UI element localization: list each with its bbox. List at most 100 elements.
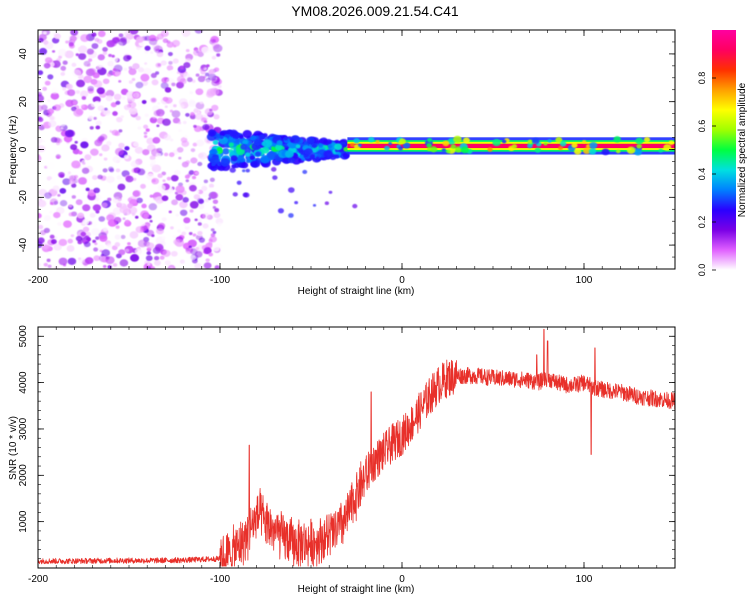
noise-cell — [132, 190, 140, 197]
noise-cell — [212, 205, 217, 209]
spectrogram-xtick-label: -200 — [28, 275, 48, 286]
noise-cell — [53, 211, 61, 219]
noise-cell — [53, 236, 58, 240]
noise-cell — [68, 212, 74, 217]
noise-cell — [151, 79, 159, 86]
noise-cell — [95, 120, 102, 126]
snr-panel: -200 -100 0 100 1000 2000 3000 4000 5000 Height … — [8, 325, 676, 595]
noise-cell — [99, 153, 103, 157]
noise-cell — [76, 79, 86, 88]
noise-cell — [181, 140, 190, 147]
noise-cell — [178, 128, 183, 133]
noise-cell — [140, 183, 146, 189]
onset-cell — [309, 154, 316, 159]
noise-cell — [184, 225, 190, 230]
noise-cell — [98, 135, 105, 142]
noise-cell — [112, 263, 118, 267]
noise-cell — [132, 92, 140, 99]
noise-cell — [97, 30, 106, 38]
noise-cell — [72, 69, 82, 78]
noise-cell — [48, 210, 53, 214]
figure-title: YM08.2026.009.21.54.C41 — [291, 3, 459, 19]
noise-cell — [67, 171, 72, 175]
noise-cell — [105, 256, 115, 265]
signal-cell — [582, 140, 587, 144]
noise-cell — [46, 176, 53, 181]
noise-cell — [132, 63, 140, 70]
noise-cell — [178, 33, 183, 38]
noise-cell — [57, 48, 67, 57]
noise-cell — [94, 197, 100, 202]
noise-cell — [194, 113, 203, 120]
noise-cell — [194, 262, 202, 269]
noise-cell — [44, 80, 51, 86]
onset-cell — [311, 143, 317, 148]
signal-cell — [635, 137, 644, 145]
noise-cell — [186, 77, 193, 83]
noise-cell — [183, 62, 191, 69]
noise-cell — [44, 192, 52, 199]
noise-cell — [211, 104, 219, 111]
noise-cell — [212, 230, 217, 234]
noise-cell — [51, 50, 56, 53]
noise-cell — [75, 90, 80, 94]
noise-cell — [172, 123, 181, 131]
noise-cell — [140, 73, 150, 82]
noise-cell — [118, 79, 122, 83]
noise-cell — [58, 257, 68, 266]
noise-cell — [213, 44, 223, 53]
noise-cell — [94, 242, 98, 246]
noise-cell — [96, 87, 105, 95]
signal-cell — [588, 148, 597, 155]
onset-cell — [262, 139, 273, 148]
noise-cell — [105, 89, 115, 98]
onset-outlier — [245, 168, 250, 173]
noise-cell — [201, 46, 210, 54]
onset-cell — [334, 154, 340, 159]
noise-cell — [197, 222, 202, 226]
signal-cell — [601, 148, 610, 156]
noise-cell — [38, 70, 44, 76]
noise-cell — [179, 78, 187, 85]
noise-cell — [71, 195, 76, 199]
noise-cell — [152, 115, 157, 119]
spectrogram-ytick-label: 40 — [18, 48, 29, 60]
onset-cell — [230, 155, 238, 162]
noise-cell — [38, 47, 48, 55]
noise-cell — [144, 62, 148, 65]
noise-cell — [160, 60, 167, 66]
colorbar-tick-label: 0.8 — [697, 72, 707, 85]
signal-cell — [527, 139, 533, 144]
noise-cell — [88, 115, 94, 121]
noise-cell — [150, 266, 156, 269]
noise-cell — [67, 238, 74, 244]
signal-cell — [426, 143, 432, 148]
noise-cell — [143, 67, 152, 75]
noise-cell — [123, 67, 128, 71]
noise-cell — [75, 235, 83, 242]
noise-cell — [197, 161, 203, 167]
noise-cell — [131, 263, 138, 268]
noise-cell — [118, 249, 126, 256]
noise-cell — [143, 213, 150, 219]
snr-xlabel: Height of straight line (km) — [298, 584, 415, 595]
noise-cell — [179, 201, 188, 209]
noise-cell — [115, 225, 120, 229]
noise-cell — [44, 41, 54, 50]
noise-cell — [80, 34, 90, 42]
signal-cell — [384, 145, 390, 151]
noise-cell — [144, 113, 149, 118]
noise-cell — [44, 57, 53, 64]
noise-cell — [168, 152, 175, 158]
signal-cell — [559, 140, 567, 147]
onset-outlier — [288, 213, 294, 218]
noise-cell — [149, 155, 156, 161]
noise-cell — [217, 84, 222, 89]
onset-cell — [261, 146, 270, 154]
noise-cell — [124, 100, 129, 104]
noise-cell — [171, 82, 176, 87]
noise-cell — [38, 104, 43, 112]
noise-cell — [72, 100, 78, 105]
noise-cell — [169, 102, 178, 110]
noise-cell — [189, 201, 199, 209]
